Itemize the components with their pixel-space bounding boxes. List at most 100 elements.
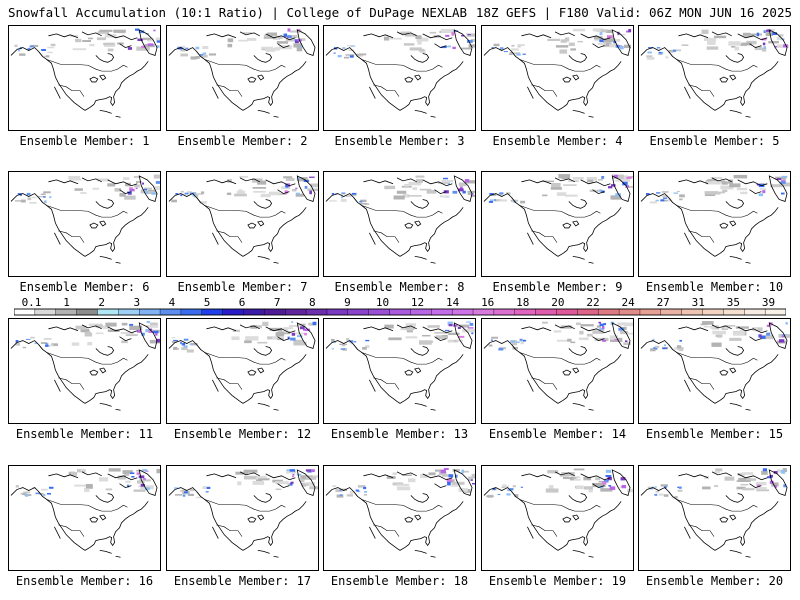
snow-patch bbox=[599, 323, 604, 327]
coastline bbox=[138, 469, 158, 496]
coastline bbox=[212, 379, 219, 392]
snow-patch bbox=[23, 491, 31, 494]
snow-patch bbox=[141, 45, 146, 48]
snow-patch bbox=[296, 335, 303, 338]
country-border bbox=[196, 51, 201, 57]
snow-patch bbox=[507, 489, 511, 492]
snow-patch bbox=[304, 332, 307, 336]
snow-patch bbox=[298, 38, 306, 41]
snow-patch bbox=[283, 327, 293, 330]
snow-patch bbox=[621, 484, 627, 489]
snow-patch bbox=[623, 342, 631, 346]
country-border bbox=[676, 59, 758, 72]
snow-patch bbox=[773, 471, 778, 474]
snow-patch bbox=[434, 332, 449, 334]
snow-patch bbox=[776, 36, 783, 41]
snow-patch bbox=[136, 469, 142, 472]
snow-patch bbox=[360, 199, 367, 203]
snow-patch bbox=[22, 346, 26, 349]
snow-patch bbox=[403, 194, 410, 198]
snow-patch bbox=[769, 480, 774, 484]
coastline bbox=[414, 402, 436, 411]
snow-patch bbox=[662, 347, 667, 350]
coastline bbox=[242, 501, 307, 551]
snow-patch bbox=[520, 341, 524, 345]
snow-patch bbox=[522, 339, 527, 342]
snow-patch bbox=[286, 469, 291, 471]
snow-patch bbox=[137, 329, 142, 333]
snow-patch bbox=[776, 469, 782, 473]
coastline bbox=[678, 471, 768, 489]
snow-patch bbox=[34, 342, 38, 345]
snow-patch bbox=[609, 486, 616, 490]
snow-patch bbox=[82, 40, 92, 42]
snow-patch bbox=[250, 325, 257, 329]
country-border bbox=[519, 499, 601, 512]
colorbar-tick-label: 12 bbox=[411, 296, 424, 309]
snow-patch bbox=[155, 181, 160, 184]
snow-patch bbox=[658, 52, 662, 54]
snow-patch bbox=[654, 345, 660, 348]
country-border bbox=[38, 51, 43, 57]
snow-patch bbox=[87, 341, 93, 346]
snow-patch bbox=[703, 325, 713, 328]
country-border bbox=[511, 491, 516, 497]
snow-patch bbox=[445, 34, 450, 37]
coastline bbox=[568, 199, 588, 209]
snow-patch bbox=[612, 38, 621, 42]
snow-patch bbox=[511, 44, 515, 47]
snow-patch bbox=[522, 53, 526, 55]
snow-patch bbox=[275, 488, 282, 491]
coastline bbox=[54, 526, 61, 539]
snow-patch bbox=[296, 177, 308, 182]
snow-patch bbox=[738, 477, 751, 482]
coastline bbox=[725, 199, 745, 209]
snow-patch bbox=[572, 177, 584, 180]
snow-patch bbox=[439, 195, 444, 198]
snow-patch bbox=[329, 200, 337, 202]
snow-patch bbox=[426, 189, 437, 194]
country-border bbox=[353, 197, 358, 203]
snow-patch bbox=[502, 484, 507, 487]
snow-patch bbox=[656, 47, 661, 49]
snow-patch bbox=[520, 200, 526, 204]
coastline bbox=[138, 29, 158, 56]
snow-patch bbox=[349, 340, 354, 343]
coastline bbox=[572, 255, 594, 264]
snow-patch bbox=[452, 46, 456, 50]
snow-patch bbox=[717, 191, 725, 194]
coastline bbox=[527, 526, 534, 539]
snow-patch bbox=[107, 183, 116, 187]
snow-patch bbox=[290, 481, 294, 484]
snow-patch bbox=[418, 48, 425, 52]
snow-patch bbox=[442, 334, 448, 338]
country-border bbox=[531, 524, 558, 537]
snow-patch bbox=[299, 326, 305, 330]
country-border bbox=[361, 499, 443, 512]
snow-patch bbox=[339, 494, 343, 496]
snow-patch bbox=[649, 201, 657, 204]
coastline bbox=[557, 61, 622, 111]
coastline bbox=[521, 31, 611, 49]
snow-patch bbox=[200, 191, 205, 194]
country-border bbox=[361, 59, 443, 72]
ensemble-map bbox=[323, 25, 476, 131]
snow-patch bbox=[19, 53, 26, 56]
ensemble-member-label: Ensemble Member: 3 bbox=[334, 134, 465, 148]
snow-patch bbox=[195, 56, 200, 59]
snow-patch bbox=[564, 37, 570, 42]
colorbar-tick-label: 22 bbox=[586, 296, 599, 309]
coastline bbox=[725, 346, 745, 356]
snow-patch bbox=[567, 338, 572, 342]
snow-patch bbox=[735, 326, 749, 329]
snow-patch bbox=[365, 345, 370, 348]
snow-patch bbox=[257, 478, 270, 481]
snow-patch bbox=[243, 469, 258, 473]
snow-patch bbox=[335, 489, 343, 493]
snow-patch bbox=[340, 348, 346, 350]
snow-patch bbox=[519, 339, 526, 342]
snowfall-colorbar: 0.1 1 2 3 4 5 6 7 8 9 10 12 14 16 18 20 22 24 27 31 35 39 bbox=[14, 296, 786, 320]
snow-patch bbox=[516, 53, 521, 56]
snow-patch bbox=[92, 187, 100, 190]
country-border bbox=[46, 499, 128, 512]
